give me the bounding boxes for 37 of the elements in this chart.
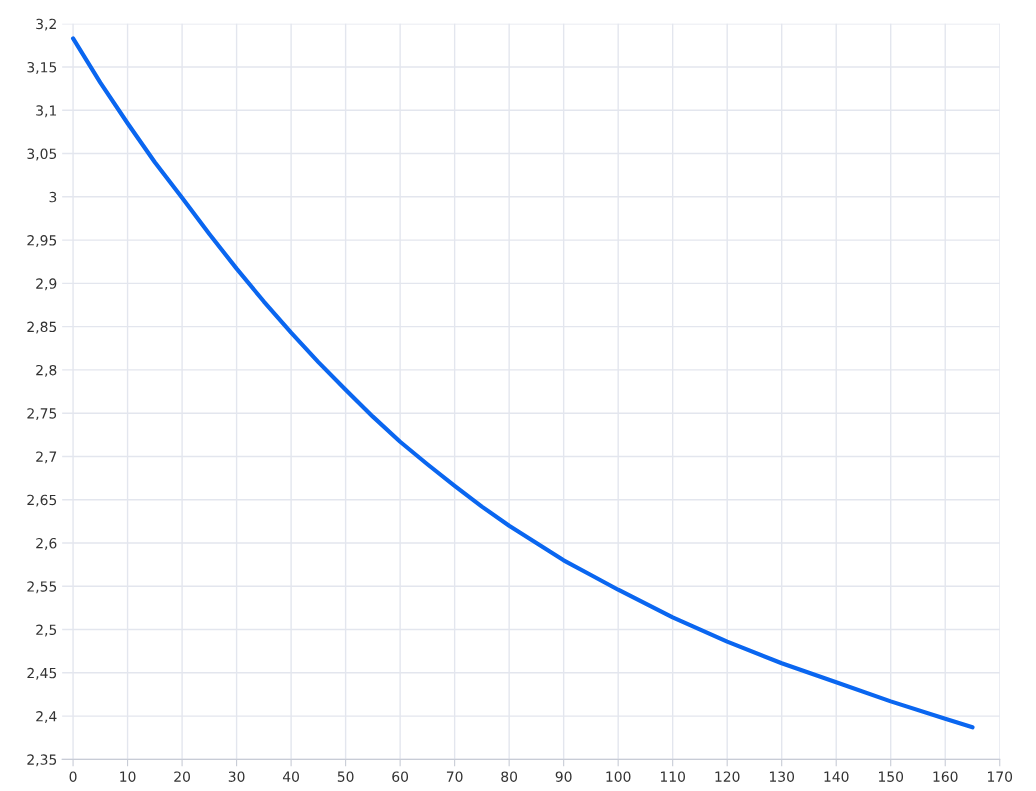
y-tick-label: 2,55 — [27, 581, 57, 594]
x-tick-label: 80 — [501, 771, 518, 782]
x-tick-label: 170 — [988, 771, 1013, 782]
y-tick-label: 2,6 — [36, 537, 57, 550]
y-tick-label: 3,1 — [36, 105, 57, 118]
y-tick-label: 3,2 — [36, 18, 56, 31]
x-tick-label: 160 — [933, 771, 958, 782]
y-tick-label: 2,95 — [27, 235, 57, 247]
y-tick-label: 2,5 — [36, 624, 57, 637]
y-tick-label: 2,4 — [36, 711, 57, 723]
x-tick-label: 90 — [555, 771, 572, 782]
x-tick-label: 40 — [282, 771, 300, 782]
x-tick-label: 100 — [606, 771, 631, 782]
y-tick-label: 3 — [49, 191, 57, 203]
x-tick-label: 110 — [660, 771, 686, 782]
y-tick-label: 3,15 — [27, 61, 57, 74]
y-tick-label: 2,65 — [27, 494, 57, 507]
x-tick-label: 0 — [69, 771, 77, 782]
x-tick-label: 70 — [446, 771, 463, 782]
y-tick-label: 2,9 — [36, 278, 57, 291]
x-tick-label: 140 — [824, 771, 849, 782]
y-tick-label: 2,7 — [36, 451, 57, 464]
x-tick-label: 20 — [174, 771, 190, 782]
x-tick-label: 50 — [337, 771, 354, 782]
x-tick-label: 120 — [715, 771, 740, 782]
x-tick-label: 30 — [228, 771, 245, 782]
y-tick-label: 2,45 — [27, 667, 57, 680]
x-tick-label: 60 — [392, 771, 409, 782]
line-series — [70, 36, 975, 730]
y-tick-label: 2,75 — [27, 408, 57, 421]
y-tick-label: 3,05 — [27, 148, 57, 161]
y-tick-label: 2,35 — [27, 754, 57, 767]
y-tick-label: 2,85 — [27, 321, 57, 334]
y-tick-label: 2,8 — [36, 364, 57, 377]
x-tick-label: 10 — [120, 771, 136, 782]
x-tick-label: 130 — [769, 771, 795, 782]
x-tick-label: 150 — [878, 771, 904, 782]
